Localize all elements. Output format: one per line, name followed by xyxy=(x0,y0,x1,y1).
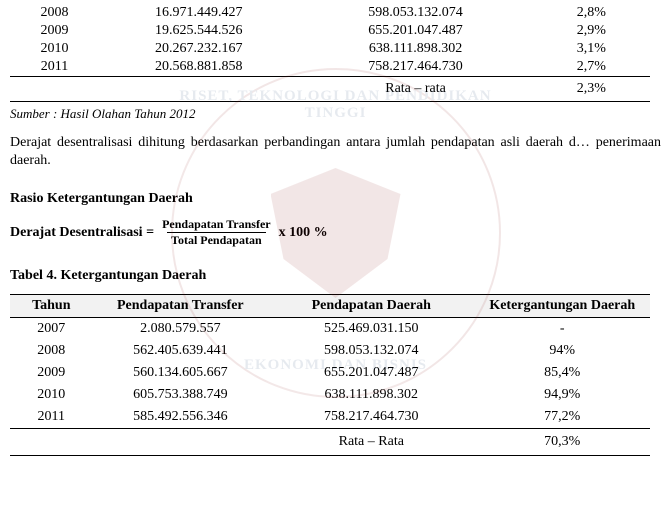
average-label: Rata – Rata xyxy=(268,429,474,456)
cell-pad: 598.053.132.074 xyxy=(268,340,474,362)
table-row: 2010 605.753.388.749 638.111.898.302 94,… xyxy=(10,384,650,406)
cell-transfer: 585.492.556.346 xyxy=(93,406,268,429)
cell-pad: 655.201.047.487 xyxy=(268,362,474,384)
cell-year: 2009 xyxy=(10,22,99,40)
explanatory-paragraph: Derajat desentralisasi dihitung berdasar… xyxy=(10,134,661,169)
average-row: Rata – rata 2,3% xyxy=(10,77,650,102)
cell-year: 2008 xyxy=(10,340,93,362)
average-value: 70,3% xyxy=(474,429,650,456)
cell-year: 2011 xyxy=(10,406,93,429)
th-ket: Ketergantungan Daerah xyxy=(474,295,650,318)
table-row: 2008 16.971.449.427 598.053.132.074 2,8% xyxy=(10,4,650,22)
cell-value: 20.267.232.167 xyxy=(99,40,298,58)
table-row: 2011 585.492.556.346 758.217.464.730 77,… xyxy=(10,406,650,429)
cell-transfer: 562.405.639.441 xyxy=(93,340,268,362)
cell-pct: 2,8% xyxy=(533,4,650,22)
cell-total: 758.217.464.730 xyxy=(298,58,532,77)
cell-ket: 94,9% xyxy=(474,384,650,406)
cell-ket: 94% xyxy=(474,340,650,362)
cell-value: 20.568.881.858 xyxy=(99,58,298,77)
table-row: 2009 19.625.544.526 655.201.047.487 2,9% xyxy=(10,22,650,40)
cell-year: 2010 xyxy=(10,40,99,58)
table-row: 2010 20.267.232.167 638.111.898.302 3,1% xyxy=(10,40,650,58)
table-header-row: Tahun Pendapatan Transfer Pendapatan Dae… xyxy=(10,295,650,318)
cell-pct: 2,9% xyxy=(533,22,650,40)
cell-transfer: 605.753.388.749 xyxy=(93,384,268,406)
formula-lhs: Derajat Desentralisasi = xyxy=(10,225,154,241)
cell-pct: 3,1% xyxy=(533,40,650,58)
th-transfer: Pendapatan Transfer xyxy=(93,295,268,318)
formula-suffix: x 100 % xyxy=(279,225,328,241)
cell-ket: 77,2% xyxy=(474,406,650,429)
cell-year: 2011 xyxy=(10,58,99,77)
cell-transfer: 2.080.579.557 xyxy=(93,318,268,341)
formula-derajat-desentralisasi: Derajat Desentralisasi = Pendapatan Tran… xyxy=(10,217,661,248)
th-tahun: Tahun xyxy=(10,295,93,318)
formula-numerator: Pendapatan Transfer xyxy=(158,217,275,232)
cell-ket: - xyxy=(474,318,650,341)
cell-total: 655.201.047.487 xyxy=(298,22,532,40)
formula-fraction: Pendapatan Transfer Total Pendapatan xyxy=(158,217,275,248)
section-title-rasio: Rasio Ketergantungan Daerah xyxy=(10,191,661,207)
cell-year: 2009 xyxy=(10,362,93,384)
th-pad: Pendapatan Daerah xyxy=(268,295,474,318)
average-value: 2,3% xyxy=(533,77,650,102)
cell-total: 638.111.898.302 xyxy=(298,40,532,58)
table-row: 2009 560.134.605.667 655.201.047.487 85,… xyxy=(10,362,650,384)
table-row: 2007 2.080.579.557 525.469.031.150 - xyxy=(10,318,650,341)
cell-year: 2007 xyxy=(10,318,93,341)
formula-denominator: Total Pendapatan xyxy=(167,232,266,248)
tabel4-ketergantungan: Tahun Pendapatan Transfer Pendapatan Dae… xyxy=(10,294,650,456)
cell-pad: 758.217.464.730 xyxy=(268,406,474,429)
average-label: Rata – rata xyxy=(298,77,532,102)
average-row: Rata – Rata 70,3% xyxy=(10,429,650,456)
cell-pad: 525.469.031.150 xyxy=(268,318,474,341)
cell-year: 2008 xyxy=(10,4,99,22)
source-note: Sumber : Hasil Olahan Tahun 2012 xyxy=(10,106,661,122)
cell-transfer: 560.134.605.667 xyxy=(93,362,268,384)
cell-value: 19.625.544.526 xyxy=(99,22,298,40)
cell-ket: 85,4% xyxy=(474,362,650,384)
cell-year: 2010 xyxy=(10,384,93,406)
tabel4-title: Tabel 4. Ketergantungan Daerah xyxy=(10,268,661,284)
cell-pct: 2,7% xyxy=(533,58,650,77)
table-row: 2011 20.568.881.858 758.217.464.730 2,7% xyxy=(10,58,650,77)
cell-pad: 638.111.898.302 xyxy=(268,384,474,406)
cell-value: 16.971.449.427 xyxy=(99,4,298,22)
tabel3-desentralisasi: 2008 16.971.449.427 598.053.132.074 2,8%… xyxy=(10,4,650,102)
cell-total: 598.053.132.074 xyxy=(298,4,532,22)
table-row: 2008 562.405.639.441 598.053.132.074 94% xyxy=(10,340,650,362)
